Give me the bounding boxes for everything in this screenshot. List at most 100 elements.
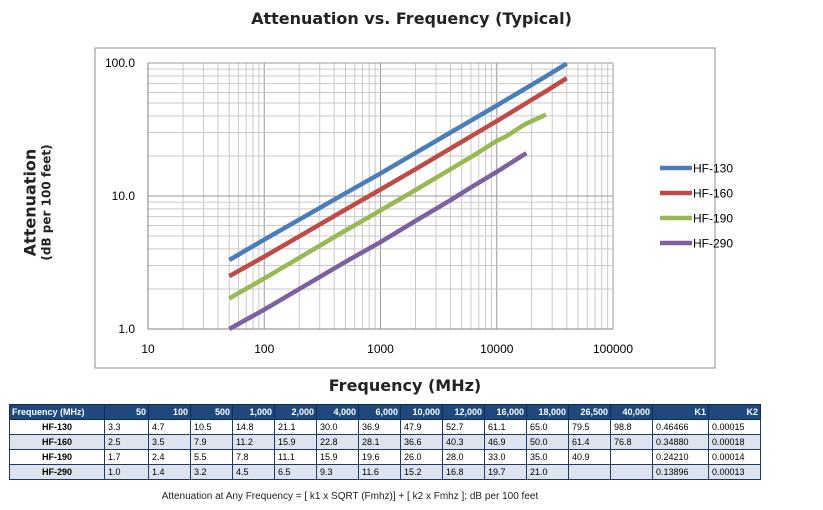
table-cell: 79.5 [568,419,611,435]
table-cell: 61.1 [484,419,527,435]
column-header: 40,000 [610,404,653,420]
table-cell: 2.5 [104,434,149,450]
formula-note: Attenuation at Any Frequency = [ k1 x SQ… [161,491,539,502]
y-tick-label: 100.0 [105,56,135,70]
table-cell: 19.7 [484,464,527,480]
table-row: HF-160 2.5 3.5 7.9 11.2 15.9 22.8 28.1 36.6 40.3 4… [9,434,761,450]
table-cell: 40.3 [442,434,485,450]
table-cell: 7.9 [190,434,233,450]
plot-axes: 10 100 1000 10000 100000 1.0 10.0 100.0 [105,56,633,356]
table-cell: 3.3 [104,419,149,435]
table-cell: 98.8 [610,419,653,435]
table-row: HF-130 3.3 4.7 10.5 14.8 21.1 30.0 36.9 47.9 52.7… [9,419,761,435]
row-label: HF-130 [9,419,105,435]
series-hf-160 [228,76,568,279]
table-cell: 22.8 [316,434,359,450]
x-axis-label: Frequency (MHz) [328,376,482,395]
row-label: HF-190 [9,449,105,465]
legend-item-hf-130: HF-130 [660,162,733,176]
table-cell: 36.6 [400,434,443,450]
series-line [228,151,528,331]
legend-item-hf-190: HF-190 [660,212,733,226]
column-header: 10,000 [400,404,443,420]
table-cell: 46.9 [484,434,527,450]
table-cell: 4.7 [148,419,191,435]
data-table: Frequency (MHz) 50 100 500 1,000 2,000 4,000 6,… [9,404,761,480]
column-header: 4,000 [316,404,359,420]
table-cell: 16.8 [442,464,485,480]
legend-label: HF-160 [693,187,733,201]
table-cell: 28.0 [442,449,485,465]
table-cell: 47.9 [400,419,443,435]
row-label: HF-290 [9,464,105,480]
column-header: K1 [652,404,709,420]
table-cell: 0.46466 [652,419,709,435]
table-row: HF-190 1.7 2.4 5.5 7.8 11.1 15.9 19.6 26.0 28.0 33… [9,449,761,465]
table-cell: 0.13896 [652,464,709,480]
table-cell: 40.9 [568,449,611,465]
table-cell: 0.00018 [708,434,761,450]
table-cell [610,449,653,465]
legend-item-hf-290: HF-290 [660,237,733,251]
table-cell: 2.4 [148,449,191,465]
x-tick-label: 100 [254,342,274,356]
table-cell: 15.9 [316,449,359,465]
table-cell: 52.7 [442,419,485,435]
column-header: 26,500 [568,404,611,420]
legend-item-hf-160: HF-160 [660,187,733,201]
table-cell: 0.24210 [652,449,709,465]
table-cell: 19.6 [358,449,401,465]
column-header: 16,000 [484,404,527,420]
table-cell: 0.00014 [708,449,761,465]
table-cell: 9.3 [316,464,359,480]
column-header: 50 [104,404,149,420]
table-cell: 14.8 [232,419,275,435]
table-cell [568,464,611,480]
table-cell: 3.2 [190,464,233,480]
column-header: 100 [148,404,191,420]
table-cell: 3.5 [148,434,191,450]
table-cell: 35.0 [526,449,569,465]
column-header: K2 [708,404,761,420]
series-hf-190 [228,112,547,301]
chart-title: Attenuation vs. Frequency (Typical) [251,9,572,28]
table-cell: 15.9 [274,434,317,450]
table-cell: 1.7 [104,449,149,465]
table-cell: 65.0 [526,419,569,435]
table-cell: 15.2 [400,464,443,480]
column-header: 6,000 [358,404,401,420]
table-cell: 0.00013 [708,464,761,480]
series-layer [228,61,568,331]
x-tick-label: 10 [141,342,155,356]
x-tick-label: 10000 [480,342,514,356]
grid-lines [147,62,614,330]
table-cell: 21.1 [274,419,317,435]
attenuation-table: Frequency (MHz) 50 100 500 1,000 2,000 4,000 6,… [9,404,761,480]
table-cell: 61.4 [568,434,611,450]
chart-frame [94,47,716,369]
table-cell: 21.0 [526,464,569,480]
x-tick-label: 1000 [367,342,394,356]
legend-label: HF-130 [693,162,733,176]
column-header: 500 [190,404,233,420]
x-tick-label: 100000 [593,342,633,356]
column-header: 1,000 [232,404,275,420]
table-cell: 26.0 [400,449,443,465]
table-cell: 33.0 [484,449,527,465]
table-cell: 6.5 [274,464,317,480]
table-cell: 0.00015 [708,419,761,435]
legend: HF-130 HF-160 HF-190 HF-290 [660,162,733,251]
table-header-row: Frequency (MHz) 50 100 500 1,000 2,000 4,000 6,… [9,404,761,420]
y-tick-label: 1.0 [118,322,135,336]
table-cell: 11.6 [358,464,401,480]
column-header: 12,000 [442,404,485,420]
y-tick-label: 10.0 [112,189,136,203]
table-cell: 10.5 [190,419,233,435]
table-cell: 1.4 [148,464,191,480]
table-cell: 7.8 [232,449,275,465]
series-line [228,112,547,301]
table-cell: 11.1 [274,449,317,465]
table-row: HF-290 1.0 1.4 3.2 4.5 6.5 9.3 11.6 15.2 16.8 19.7… [9,464,761,480]
table-cell: 0.34880 [652,434,709,450]
